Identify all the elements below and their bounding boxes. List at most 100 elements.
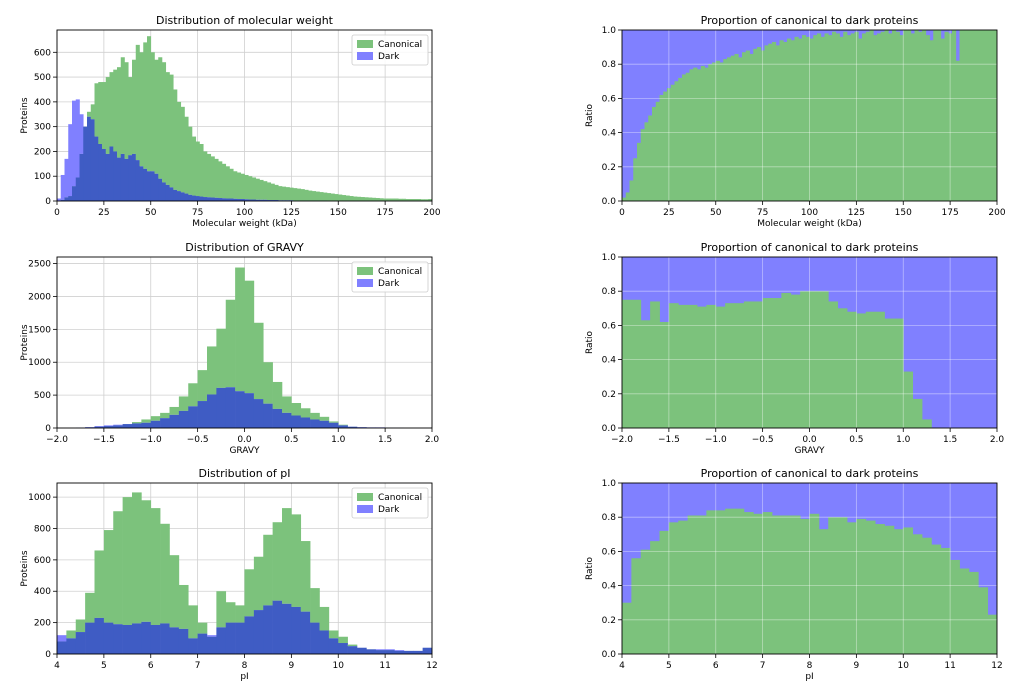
ratio-bar [760, 50, 765, 201]
bar-canonical [197, 370, 208, 402]
bar-overlap [263, 403, 273, 428]
y-tick-label: 100 [34, 172, 51, 182]
bar-canonical [263, 181, 268, 200]
ratio-bar [790, 40, 795, 201]
bar-canonical [345, 195, 350, 201]
ratio-bar [865, 311, 876, 428]
ratio-bar [631, 558, 642, 654]
bar-canonical [160, 523, 170, 624]
bar-canonical [285, 187, 290, 201]
legend-label-canonical: Canonical [378, 267, 422, 277]
bar-canonical [169, 74, 174, 188]
ratio-bar [697, 306, 707, 428]
bar-overlap [235, 391, 245, 428]
x-axis-label: pI [805, 672, 813, 682]
ratio-bar [828, 517, 839, 654]
bar-overlap [207, 394, 217, 428]
bar-overlap [109, 146, 114, 201]
bar-overlap [394, 650, 405, 654]
y-tick-label: 0.8 [602, 287, 617, 297]
ratio-bar [809, 291, 820, 428]
bar-overlap [120, 153, 125, 201]
ratio-bar [650, 541, 660, 654]
bar-overlap [203, 197, 208, 201]
ratio-bar [865, 520, 876, 654]
x-tick-label: −1.5 [93, 435, 115, 445]
ratio-bar [629, 180, 634, 201]
bar-canonical [327, 193, 332, 201]
bar-overlap [83, 126, 88, 201]
bar-canonical [132, 59, 137, 154]
ratio-bar [734, 303, 745, 428]
chart-5: 4 5 6 7 8 9 10 11 12 0 200 400 600 800 1000 Distributio… [20, 467, 438, 682]
y-tick-label: 500 [34, 73, 51, 83]
bar-overlap [113, 425, 123, 428]
bar-overlap [366, 649, 377, 654]
x-tick-label: 1.0 [896, 435, 911, 445]
bar-overlap [328, 638, 339, 654]
bar-overlap [347, 646, 358, 654]
bar-dark [75, 99, 80, 178]
bar-overlap [195, 196, 200, 201]
x-tick-label: 150 [895, 208, 912, 218]
bar-canonical [308, 190, 313, 201]
ratio-bar [715, 60, 720, 201]
ratio-bar [622, 299, 632, 428]
bar-overlap [270, 200, 275, 201]
x-tick-label: 11 [944, 661, 955, 671]
ratio-bar [802, 35, 807, 201]
ratio-bar [955, 60, 960, 201]
bar-canonical [413, 199, 418, 201]
bar-dark [375, 649, 386, 651]
bar-dark [57, 198, 62, 201]
x-tick-label: 25 [98, 208, 109, 218]
bar-canonical [272, 522, 283, 601]
bar-overlap [147, 171, 152, 201]
ratio-bar [847, 522, 857, 654]
ratio-bar [968, 571, 979, 654]
x-tick-label: 25 [663, 208, 674, 218]
ratio-bar [712, 62, 717, 201]
x-tick-label: 6 [713, 661, 719, 671]
ratio-bar [903, 527, 914, 654]
ratio-bar [704, 67, 709, 201]
bar-canonical [252, 177, 257, 200]
bar-overlap [338, 425, 348, 428]
bar-overlap [178, 410, 189, 428]
bar-overlap [300, 611, 311, 654]
ratio-bar [843, 31, 848, 201]
x-axis-label: Molecular weight (kDa) [757, 219, 861, 229]
bar-overlap [229, 198, 234, 201]
bar-canonical [300, 541, 311, 612]
bar-canonical [375, 198, 380, 201]
x-tick-label: −0.5 [187, 435, 209, 445]
ratio-bar [743, 301, 754, 428]
bar-canonical [225, 166, 230, 199]
bar-overlap [128, 155, 133, 201]
bar-overlap [225, 387, 236, 428]
bar-overlap [207, 197, 212, 201]
bar-canonical [402, 198, 407, 201]
ratio-bar [745, 50, 750, 201]
y-tick-label: 0.4 [602, 129, 617, 139]
x-tick-label: 150 [330, 208, 347, 218]
bar-canonical [428, 199, 432, 201]
ratio-bar [743, 512, 754, 654]
ratio-bar [794, 36, 799, 201]
ratio-bar [622, 602, 632, 654]
x-tick-label: 0 [619, 208, 625, 218]
x-tick-label: 5 [666, 661, 672, 671]
y-tick-label: 0.6 [602, 94, 617, 104]
x-axis-label: GRAVY [794, 446, 825, 456]
bar-canonical [154, 59, 159, 174]
bar-canonical [197, 622, 208, 634]
bar-overlap [87, 116, 92, 201]
bar-overlap [169, 414, 180, 428]
bar-overlap [139, 166, 144, 201]
ratio-bar [824, 33, 829, 201]
bar-canonical [120, 57, 125, 154]
bar-overlap [122, 424, 133, 428]
x-tick-label: 0.5 [849, 435, 863, 445]
chart-3: −2.0 −1.5 −1.0 −0.5 0.0 0.5 1.0 1.5 2.0 0 500 1000 1… [20, 241, 439, 456]
chart-title: Proportion of canonical to dark proteins [701, 467, 919, 480]
